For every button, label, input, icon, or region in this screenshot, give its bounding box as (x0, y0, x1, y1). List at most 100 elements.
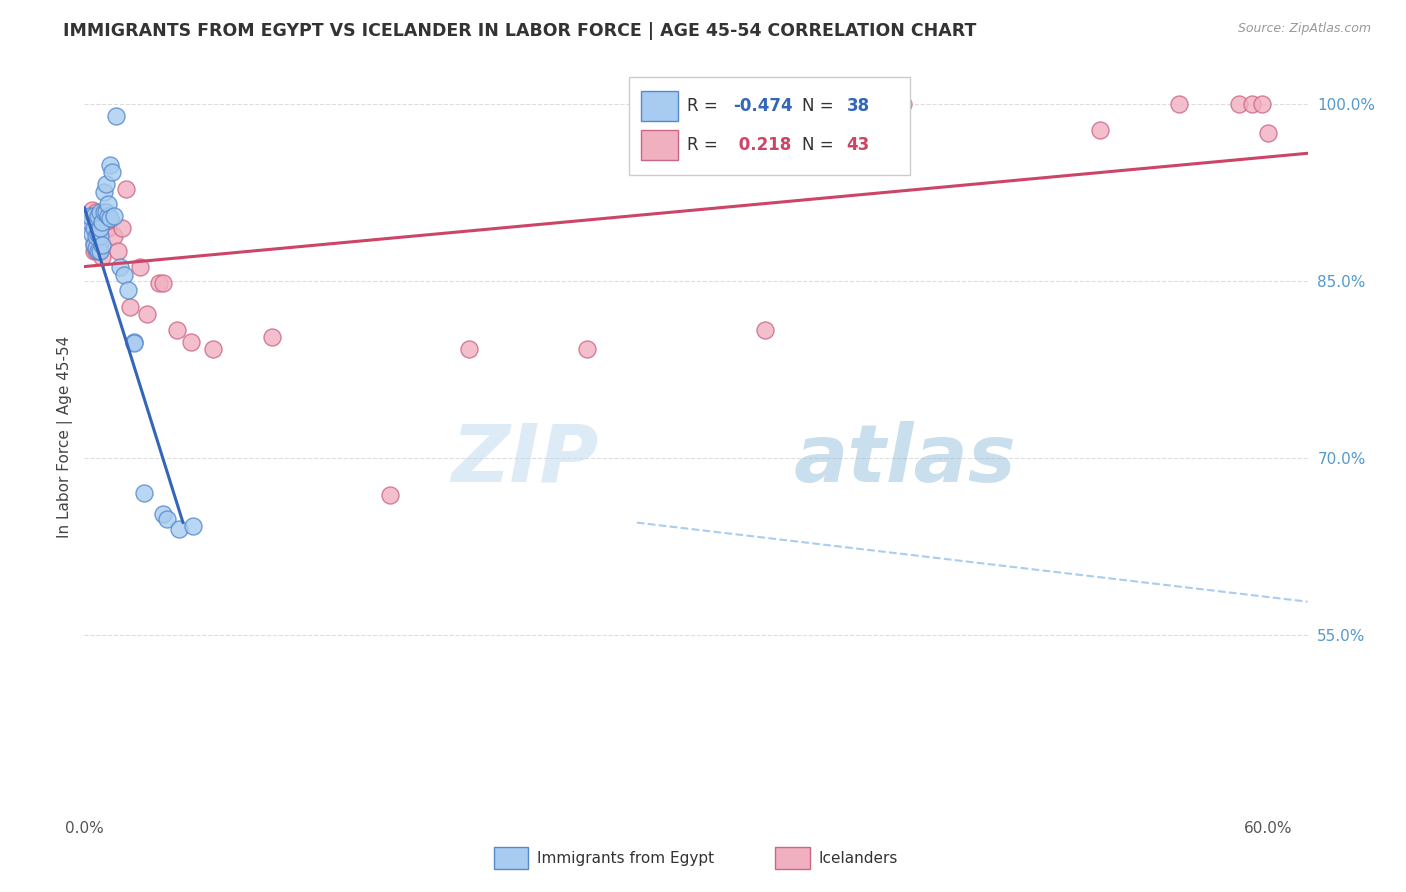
Text: Immigrants from Egypt: Immigrants from Egypt (537, 851, 714, 865)
Point (180, 335, 202, 350)
Point (82, 202, 104, 217)
Text: Icelanders: Icelanders (818, 851, 897, 865)
FancyBboxPatch shape (628, 78, 910, 175)
Text: R =: R = (688, 97, 724, 115)
Text: atlas: atlas (794, 420, 1017, 499)
Text: ZIP: ZIP (451, 420, 598, 499)
Point (104, 109, 127, 123)
Point (84, 244, 107, 259)
Point (97, 209, 120, 223)
Point (122, 336, 145, 351)
Text: R =: R = (688, 136, 724, 153)
Text: N =: N = (803, 136, 839, 153)
Point (166, 323, 188, 337)
Point (152, 508, 174, 522)
Point (93, 205, 115, 219)
Point (148, 276, 170, 290)
Point (83, 209, 105, 223)
Text: 43: 43 (846, 136, 870, 153)
Point (97, 220, 120, 235)
Point (82, 227, 104, 241)
Text: -0.474: -0.474 (733, 97, 793, 115)
Point (576, 342, 599, 356)
Point (83, 244, 105, 259)
Point (380, 488, 402, 502)
Text: 0.218: 0.218 (733, 136, 792, 153)
Point (98, 211, 121, 226)
Point (101, 165, 124, 179)
Point (84, 228, 107, 243)
Point (79, 215, 101, 229)
Text: Source: ZipAtlas.com: Source: ZipAtlas.com (1237, 22, 1371, 36)
Point (91, 215, 114, 229)
Point (103, 209, 125, 223)
Point (79, 215, 101, 229)
Point (94, 205, 117, 219)
Point (79, 209, 101, 223)
Point (89, 205, 111, 219)
Point (1241, 96, 1264, 111)
Text: N =: N = (803, 97, 839, 115)
FancyBboxPatch shape (641, 130, 678, 160)
Point (132, 486, 155, 500)
Point (83, 220, 105, 235)
Point (117, 283, 139, 297)
Point (89, 215, 111, 229)
FancyBboxPatch shape (776, 847, 810, 870)
Point (167, 522, 190, 536)
Point (82, 209, 104, 223)
Point (94, 205, 117, 219)
Point (114, 182, 136, 196)
Point (181, 519, 204, 533)
Point (107, 244, 129, 259)
Point (97, 197, 120, 211)
Point (1090, 122, 1112, 136)
Point (87, 244, 110, 259)
Point (84, 205, 107, 219)
Point (87, 244, 110, 259)
Point (122, 335, 145, 350)
Point (93, 186, 115, 200)
Point (128, 260, 150, 274)
Y-axis label: In Labor Force | Age 45-54: In Labor Force | Age 45-54 (58, 336, 73, 538)
Point (89, 228, 111, 243)
Point (84, 241, 107, 255)
Point (87, 215, 110, 229)
Point (1168, 96, 1191, 111)
Point (201, 342, 224, 356)
Point (89, 244, 111, 259)
Point (891, 96, 914, 111)
Point (111, 220, 134, 235)
Point (118, 300, 141, 314)
Point (112, 268, 135, 282)
Point (89, 235, 111, 250)
FancyBboxPatch shape (641, 91, 678, 121)
Point (103, 228, 125, 243)
Text: IMMIGRANTS FROM EGYPT VS ICELANDER IN LABOR FORCE | AGE 45-54 CORRELATION CHART: IMMIGRANTS FROM EGYPT VS ICELANDER IN LA… (63, 22, 977, 40)
Point (458, 342, 481, 356)
Point (87, 209, 110, 223)
Point (82, 215, 104, 229)
Point (91, 215, 114, 229)
Point (91, 238, 114, 252)
Point (108, 260, 131, 274)
Point (98, 212, 121, 227)
Point (83, 238, 105, 252)
Point (156, 512, 179, 526)
Point (754, 323, 776, 337)
Point (94, 215, 117, 229)
Point (89, 220, 111, 235)
FancyBboxPatch shape (494, 847, 529, 870)
Point (1227, 96, 1250, 111)
Point (94, 177, 117, 191)
Point (1257, 126, 1279, 140)
Point (84, 224, 107, 238)
Point (91, 250, 114, 264)
Point (136, 307, 159, 321)
Point (260, 330, 283, 344)
Text: 38: 38 (846, 97, 869, 115)
Point (152, 276, 174, 290)
Point (87, 227, 110, 241)
Point (1251, 96, 1274, 111)
Point (98, 158, 121, 172)
